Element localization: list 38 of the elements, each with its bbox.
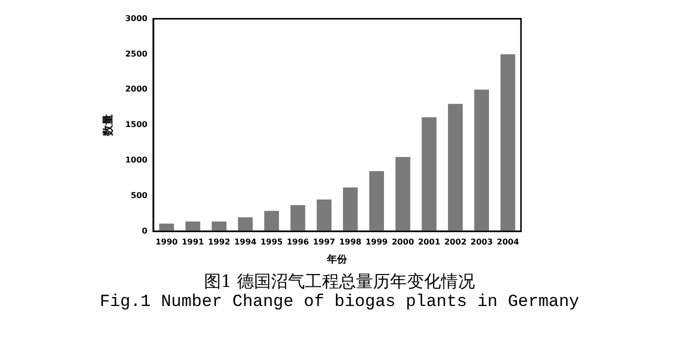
bar xyxy=(290,205,306,232)
y-tick-label: 1500 xyxy=(125,120,148,130)
bar xyxy=(342,187,358,232)
x-tick-label: 2000 xyxy=(392,237,414,246)
bar xyxy=(448,104,463,232)
x-tick-label: 1998 xyxy=(339,237,362,246)
text: 图1 德国沼气工程总量历年变化情况 xyxy=(202,271,476,293)
y-tick-label: 3000 xyxy=(125,14,148,23)
bar xyxy=(264,210,279,232)
x-tick-label: 1995 xyxy=(260,237,284,246)
y-tick-label: 2000 xyxy=(125,84,148,94)
y-axis-title: 数量 xyxy=(101,114,114,138)
x-tick-label: 1991 xyxy=(182,237,204,246)
text: Fig.1 Number Change of biogas plants in Germany xyxy=(98,293,580,312)
x-tick-label: 1990 xyxy=(155,237,178,246)
bar xyxy=(474,90,490,232)
bar xyxy=(422,117,436,232)
y-tick-label: 2500 xyxy=(125,49,148,58)
x-tick-label: 1996 xyxy=(286,237,310,246)
x-axis-title: 年份 xyxy=(326,254,348,266)
bar xyxy=(159,224,174,232)
bar xyxy=(212,221,226,232)
x-tick-label: 1994 xyxy=(234,237,257,246)
x-tick-label: 1997 xyxy=(312,237,336,246)
bar xyxy=(500,54,516,232)
bar xyxy=(316,200,332,232)
bar xyxy=(395,156,410,232)
y-tick-label: 1000 xyxy=(125,156,148,165)
bar xyxy=(369,171,384,232)
x-tick-label: 2002 xyxy=(444,237,466,246)
x-tick-label: 2003 xyxy=(470,237,493,246)
x-tick-label: 1999 xyxy=(365,237,388,246)
bar xyxy=(238,217,253,232)
y-tick-label: 0 xyxy=(142,226,148,236)
x-tick-label: 2004 xyxy=(496,237,520,246)
x-tick-label: 2001 xyxy=(418,237,441,246)
x-tick-label: 1992 xyxy=(208,237,230,246)
y-tick-label: 500 xyxy=(130,191,148,200)
